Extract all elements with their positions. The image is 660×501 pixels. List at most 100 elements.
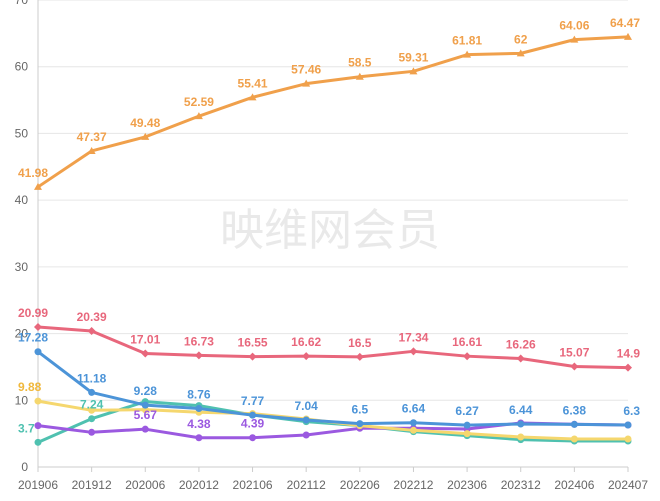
data-point (463, 352, 472, 361)
x-tick-label: 202106 (233, 478, 273, 492)
data-point (34, 322, 42, 331)
data-point (570, 35, 579, 43)
data-point (302, 352, 311, 361)
data-point (624, 435, 632, 443)
data-point (463, 430, 471, 438)
data-label: 11.18 (77, 371, 107, 385)
data-point (517, 420, 525, 428)
data-point (195, 405, 203, 413)
x-tick-label: 202112 (287, 478, 326, 492)
data-point (570, 362, 579, 371)
data-point (463, 50, 472, 58)
series-1 (34, 322, 632, 372)
y-tick-label: 30 (15, 260, 29, 274)
x-tick-label: 202206 (340, 478, 380, 492)
data-point (88, 388, 96, 396)
data-label: 9.88 (18, 380, 42, 394)
data-point (248, 352, 257, 361)
data-label: 14.9 (617, 347, 641, 361)
data-point (356, 420, 364, 428)
data-label: 17.28 (18, 331, 48, 345)
data-point (87, 146, 96, 154)
data-label: 20.99 (18, 306, 48, 320)
data-point (302, 431, 310, 439)
y-tick-label: 20 (15, 327, 29, 341)
data-point (409, 419, 417, 427)
data-label: 6.3 (623, 404, 640, 418)
data-label: 6.64 (402, 402, 426, 416)
data-point (34, 438, 42, 446)
data-labels: 41.98 47.37 49.48 52.59 55.41 57.46 58.5 59.31 6… (18, 16, 640, 435)
data-point (463, 421, 471, 429)
series-line (36, 350, 630, 427)
data-point (249, 411, 257, 419)
data-label: 6.27 (455, 404, 479, 418)
data-label: 52.59 (184, 95, 214, 109)
data-label: 8.76 (187, 388, 211, 402)
data-label: 4.39 (241, 417, 265, 431)
series-line (36, 325, 630, 370)
series-3 (34, 397, 632, 443)
data-point (570, 420, 578, 428)
data-label: 17.01 (130, 333, 160, 347)
data-point (409, 67, 418, 75)
x-tick-label: 201912 (72, 478, 112, 492)
data-point (88, 428, 96, 436)
x-tick-label: 202312 (501, 478, 541, 492)
x-tick-label: 201906 (18, 478, 58, 492)
data-label: 16.73 (184, 334, 214, 348)
data-point (248, 93, 257, 101)
data-point (355, 72, 364, 80)
data-point (355, 352, 364, 361)
data-point (516, 49, 525, 57)
data-point (624, 363, 632, 372)
data-label: 5.67 (134, 408, 158, 422)
data-label: 64.06 (559, 19, 589, 33)
data-label: 17.34 (398, 330, 428, 344)
x-tick-label: 202012 (179, 478, 219, 492)
data-label: 59.31 (398, 50, 428, 64)
data-point (409, 347, 418, 356)
data-point (34, 348, 42, 356)
y-tick-label: 0 (21, 460, 28, 474)
data-label: 61.81 (452, 34, 482, 48)
data-label: 16.55 (238, 336, 268, 350)
data-label: 7.24 (80, 398, 104, 412)
x-tick-label: 202306 (447, 478, 487, 492)
data-label: 16.26 (506, 338, 536, 352)
data-label: 7.77 (241, 394, 265, 408)
data-point (194, 351, 203, 360)
series-2 (34, 348, 632, 429)
data-label: 6.38 (563, 403, 587, 417)
data-point (570, 435, 578, 443)
watermark-text: 映维网会员 (220, 205, 440, 256)
data-label: 16.61 (452, 335, 482, 349)
data-point (516, 354, 525, 363)
data-label: 6.44 (509, 403, 533, 417)
y-tick-label: 70 (15, 0, 29, 7)
data-label: 64.47 (610, 16, 640, 30)
data-point (624, 421, 632, 429)
data-label: 62 (514, 32, 528, 46)
data-label: 49.48 (130, 116, 160, 130)
data-label: 6.5 (351, 403, 368, 417)
data-label: 41.98 (18, 166, 48, 180)
data-point (302, 79, 311, 87)
axes: 0 10 20 30 40 50 60 70 201906 201912 202006 202012 2… (15, 0, 648, 492)
data-point (141, 132, 150, 140)
data-label: 15.07 (559, 345, 589, 359)
y-tick-label: 40 (15, 193, 29, 207)
data-label: 47.37 (77, 130, 107, 144)
data-point (88, 415, 96, 423)
data-label: 7.04 (295, 399, 319, 413)
data-point (195, 434, 203, 442)
series-group (34, 32, 632, 446)
data-label: 57.46 (291, 63, 321, 77)
data-label: 9.28 (134, 384, 158, 398)
data-label: 20.39 (77, 310, 107, 324)
x-tick-label: 202406 (554, 478, 594, 492)
grid (38, 0, 628, 401)
data-point (409, 426, 417, 434)
